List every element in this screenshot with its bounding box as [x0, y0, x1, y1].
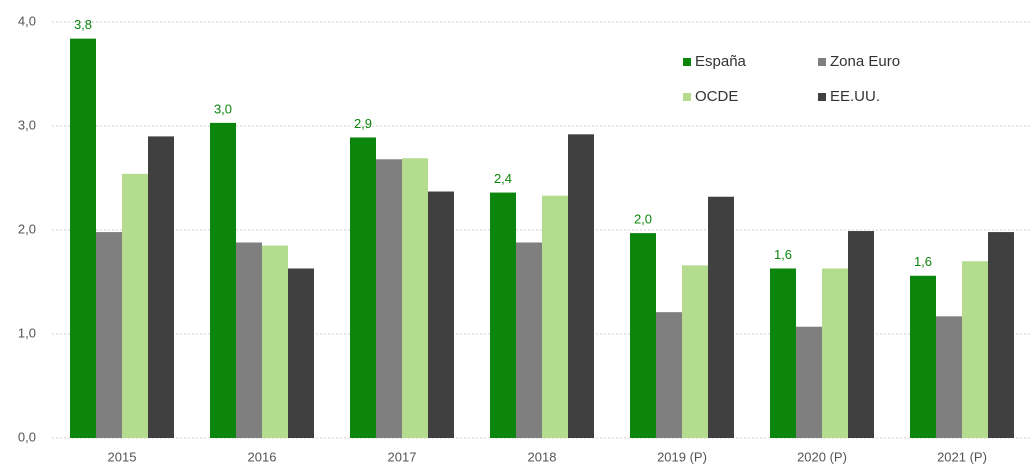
bar: [962, 261, 988, 438]
x-tick-label: 2017: [388, 449, 417, 464]
bar: [822, 268, 848, 438]
bar: [210, 122, 236, 438]
bar: [656, 312, 682, 438]
x-tick-label: 2020 (P): [797, 449, 847, 464]
bar: [148, 136, 174, 438]
value-label: 2,9: [354, 116, 372, 131]
x-tick-label: 2018: [528, 449, 557, 464]
x-tick-label: 2019 (P): [657, 449, 707, 464]
bar: [490, 192, 516, 438]
legend-label: OCDE: [695, 88, 738, 105]
bar: [848, 231, 874, 438]
bar: [516, 242, 542, 438]
y-tick-label: 1,0: [18, 325, 36, 340]
bar: [350, 137, 376, 438]
x-tick-label: 2021 (P): [937, 449, 987, 464]
value-label: 3,8: [74, 17, 92, 32]
bar: [262, 245, 288, 438]
bar: [288, 268, 314, 438]
legend-label: España: [695, 53, 747, 70]
bar: [542, 195, 568, 438]
value-label: 1,6: [914, 254, 932, 269]
value-label: 1,6: [774, 247, 792, 262]
bar: [568, 134, 594, 438]
bar: [936, 316, 962, 438]
legend-swatch: [818, 58, 826, 66]
y-tick-label: 3,0: [18, 117, 36, 132]
bar: [96, 232, 122, 438]
bar: [770, 268, 796, 438]
bar: [428, 191, 454, 438]
y-tick-label: 0,0: [18, 429, 36, 444]
legend-label: Zona Euro: [830, 53, 900, 70]
legend-swatch: [818, 93, 826, 101]
bar: [630, 233, 656, 438]
value-label: 3,0: [214, 101, 232, 116]
bar: [376, 159, 402, 438]
bar: [122, 173, 148, 438]
legend-swatch: [683, 93, 691, 101]
bar: [910, 275, 936, 438]
bar: [988, 232, 1014, 438]
legend-swatch: [683, 58, 691, 66]
x-tick-label: 2016: [248, 449, 277, 464]
bar: [70, 38, 96, 438]
bar: [708, 196, 734, 438]
value-label: 2,4: [494, 171, 512, 186]
y-tick-label: 2,0: [18, 221, 36, 236]
y-tick-label: 4,0: [18, 13, 36, 28]
value-label: 2,0: [634, 212, 652, 227]
bar: [682, 265, 708, 438]
bar: [236, 242, 262, 438]
bar: [402, 158, 428, 439]
legend-label: EE.UU.: [830, 88, 880, 105]
bar: [796, 326, 822, 438]
x-tick-label: 2015: [108, 449, 137, 464]
